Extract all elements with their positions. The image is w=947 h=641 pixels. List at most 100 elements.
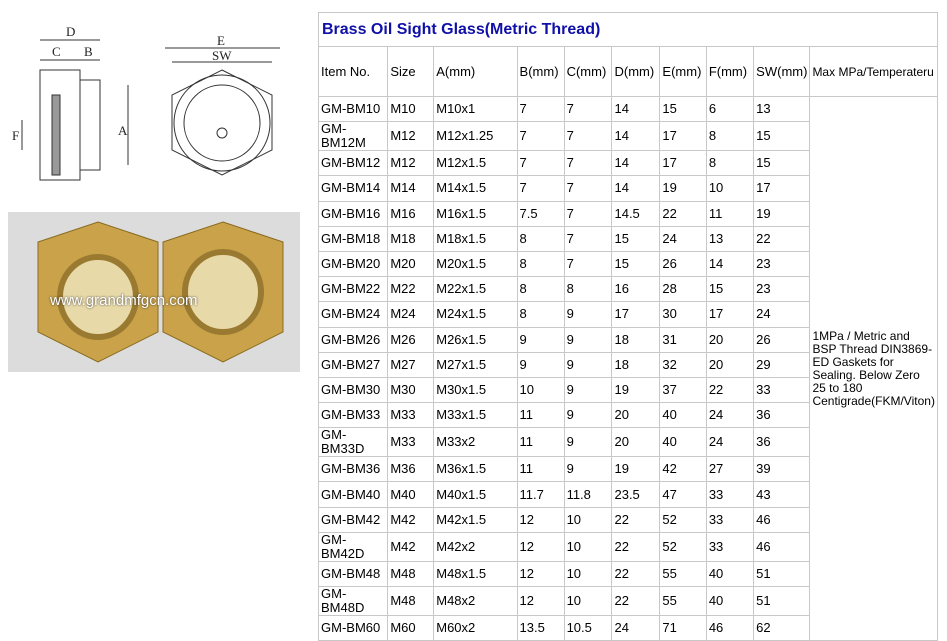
table-cell: 13 (753, 95, 811, 123)
table-cell: GM-BM10 (317, 95, 389, 123)
table-cell: M30 (387, 376, 435, 404)
label-a: A (118, 123, 128, 138)
table-cell: 28 (659, 276, 707, 303)
spec-table: Brass Oil Sight Glass(Metric Thread) Ite… (317, 12, 938, 641)
table-cell: 8 (705, 150, 755, 177)
column-header: SW(mm) (753, 46, 811, 97)
table-cell: 62 (753, 614, 811, 641)
table-cell: 11 (705, 200, 755, 227)
table-cell: 10.5 (563, 614, 613, 641)
table-cell: 12 (516, 586, 565, 616)
table-cell: 13.5 (516, 614, 565, 641)
table-cell: 16 (611, 276, 661, 303)
table-cell: 10 (563, 531, 613, 562)
table-cell: GM-BM36 (317, 456, 389, 483)
table-cell: 7 (563, 121, 613, 152)
table-cell: GM-BM33 (317, 402, 389, 429)
table-cell: 17 (705, 301, 755, 328)
column-header: Max MPa/Temperateru (809, 46, 938, 97)
table-cell: M18 (387, 225, 435, 252)
table-cell: M24x1.5 (433, 301, 518, 328)
table-cell: 7 (563, 225, 613, 252)
table-cell: GM-BM27 (317, 351, 389, 378)
table-cell: 9 (563, 351, 613, 378)
table-cell: 33 (753, 376, 811, 404)
table-cell: 9 (563, 301, 613, 328)
table-cell: 11 (516, 402, 565, 429)
table-cell: M12 (387, 150, 435, 177)
table-cell: GM-BM26 (317, 326, 389, 353)
table-cell: 9 (563, 402, 613, 429)
table-cell: 22 (611, 586, 661, 616)
column-header: E(mm) (659, 46, 707, 97)
table-cell: 7.5 (516, 200, 565, 227)
table-cell: 7 (516, 121, 565, 152)
table-cell: 15 (753, 150, 811, 177)
header-row: Item No. Size A(mm) B(mm) C(mm) D(mm) E(mm) F(m… (317, 46, 938, 97)
table-cell: M18x1.5 (433, 225, 518, 252)
table-cell: 7 (516, 150, 565, 177)
table-cell: 24 (705, 427, 755, 458)
table-cell: GM-BM48 (317, 560, 389, 588)
product-photo: www.grandmfgcn.com (8, 212, 300, 372)
table-cell: 46 (753, 531, 811, 562)
table-cell: 23 (753, 250, 811, 278)
table-cell: 29 (753, 351, 811, 378)
column-header: F(mm) (705, 46, 755, 97)
table-cell: 11 (516, 456, 565, 483)
table-cell: 11.8 (563, 481, 613, 508)
table-cell: 7 (563, 95, 613, 123)
table-cell: 22 (753, 225, 811, 252)
table-cell: 36 (753, 427, 811, 458)
table-cell: M60 (387, 614, 435, 641)
table-cell: M48x2 (433, 586, 518, 616)
table-row: GM-BM22 M22 M22x1.5 8 8 16 28 15 23 (317, 276, 938, 303)
table-cell: M33 (387, 402, 435, 429)
table-cell: 22 (611, 506, 661, 533)
table-cell: 17 (611, 301, 661, 328)
table-row: GM-BM27 M27 M27x1.5 9 9 18 32 20 29 (317, 351, 938, 378)
technical-drawing: D C B F A E SW (12, 24, 280, 181)
table-cell: GM-BM40 (317, 481, 389, 508)
label-sw: SW (212, 48, 232, 63)
table-cell: 27 (705, 456, 755, 483)
table-row: GM-BM20 M20 M20x1.5 8 7 15 26 14 23 (317, 250, 938, 278)
table-row: GM-BM48 M48 M48x1.5 12 10 22 55 40 51 (317, 560, 938, 588)
table-cell: M14 (387, 175, 435, 202)
table-cell: M36x1.5 (433, 456, 518, 483)
table-cell: 9 (516, 351, 565, 378)
table-cell: 11.7 (516, 481, 565, 508)
table-cell: M10x1 (433, 95, 518, 123)
table-cell: 9 (516, 326, 565, 353)
table-cell: 10 (705, 175, 755, 202)
table-cell: 14 (611, 150, 661, 177)
table-cell: 46 (753, 506, 811, 533)
table-cell: 11 (516, 427, 565, 458)
table-cell: 17 (659, 121, 707, 152)
table-cell: 40 (705, 586, 755, 616)
table-cell: 51 (753, 560, 811, 588)
table-cell: 15 (611, 250, 661, 278)
table-cell: M30x1.5 (433, 376, 518, 404)
table-cell: M10 (387, 95, 435, 123)
table-row: GM-BM10 M10 M10x1 7 7 14 15 6 13 1MPa / Metric an… (317, 95, 938, 641)
table-cell: 9 (563, 427, 613, 458)
table-cell: 52 (659, 531, 707, 562)
table-cell: M26x1.5 (433, 326, 518, 353)
table-cell: M27 (387, 351, 435, 378)
watermark: www.grandmfgcn.com (50, 292, 198, 309)
table-row: GM-BM33D M33 M33x2 11 9 20 40 24 36 (317, 427, 938, 458)
table-cell: 12 (516, 560, 565, 588)
table-cell: 55 (659, 586, 707, 616)
table-cell: 6 (705, 95, 755, 123)
column-header: D(mm) (611, 46, 661, 97)
table-cell: GM-BM30 (317, 376, 389, 404)
table-cell: 24 (705, 402, 755, 429)
table-cell: M20 (387, 250, 435, 278)
table-cell: M14x1.5 (433, 175, 518, 202)
table-row: GM-BM16 M16 M16x1.5 7.5 7 14.5 22 11 19 (317, 200, 938, 227)
table-cell: M48 (387, 560, 435, 588)
table-cell: 8 (516, 225, 565, 252)
table-cell: 14 (611, 95, 661, 123)
table-cell: 22 (659, 200, 707, 227)
